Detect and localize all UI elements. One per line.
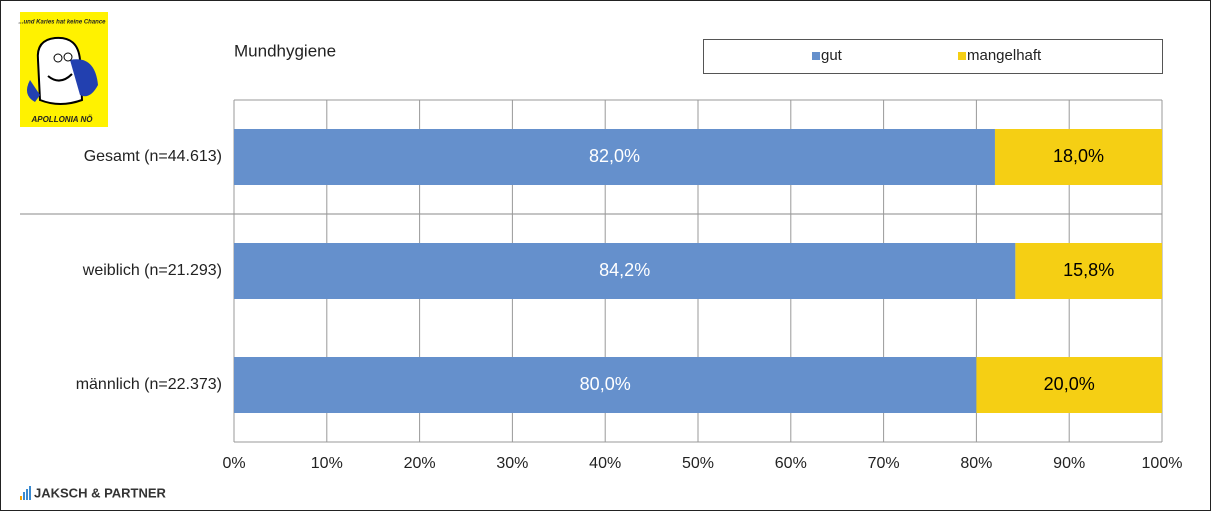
logo-eye [63,52,73,62]
value-label: 80,0% [580,374,631,394]
footer-icon [26,489,28,500]
bar [234,129,995,185]
legend-label: mangelhaft [967,47,1042,64]
bar [976,357,1162,413]
bar [234,243,1016,299]
x-tick-label: 70% [868,455,900,472]
x-tick-label: 80% [960,455,992,472]
logo-caption: APOLLONIA NÖ [30,115,93,124]
value-label: 18,0% [1053,146,1104,166]
legend-label: gut [821,47,843,64]
bar [994,129,1162,185]
logo-text: ...und Karies hat keine Chance [18,20,106,26]
bar [234,357,977,413]
x-tick-label: 40% [589,455,621,472]
footer-text: JAKSCH & PARTNER [34,485,167,500]
x-tick-label: 20% [404,455,436,472]
legend-swatch [958,52,966,60]
value-label: 15,8% [1063,260,1114,280]
x-tick-label: 90% [1053,455,1085,472]
logo-brush [70,59,98,97]
footer-logo: JAKSCH & PARTNER [20,485,167,500]
y-tick-label: männlich (n=22.373) [76,376,222,393]
value-label: 82,0% [589,146,640,166]
footer-icon [20,496,22,500]
footer-icon [29,486,31,500]
logo-mouth [47,73,73,82]
x-tick-label: 100% [1142,455,1183,472]
logo-eye [53,53,63,63]
x-tick-label: 50% [682,455,714,472]
x-tick-label: 30% [496,455,528,472]
bar [1015,243,1162,299]
footer-icon [23,492,25,500]
value-label: 20,0% [1044,374,1095,394]
x-tick-label: 10% [311,455,343,472]
x-tick-label: 0% [222,455,245,472]
y-tick-label: weiblich (n=21.293) [82,262,222,279]
legend-box [703,39,1163,74]
logo: ...und Karies hat keine Chance APOLLONIA… [18,12,108,127]
chart-title: Mundhygiene [234,41,336,60]
x-tick-label: 60% [775,455,807,472]
value-label: 84,2% [599,260,650,280]
y-tick-label: Gesamt (n=44.613) [84,148,222,165]
legend-swatch [812,52,820,60]
logo-shape [26,80,40,102]
